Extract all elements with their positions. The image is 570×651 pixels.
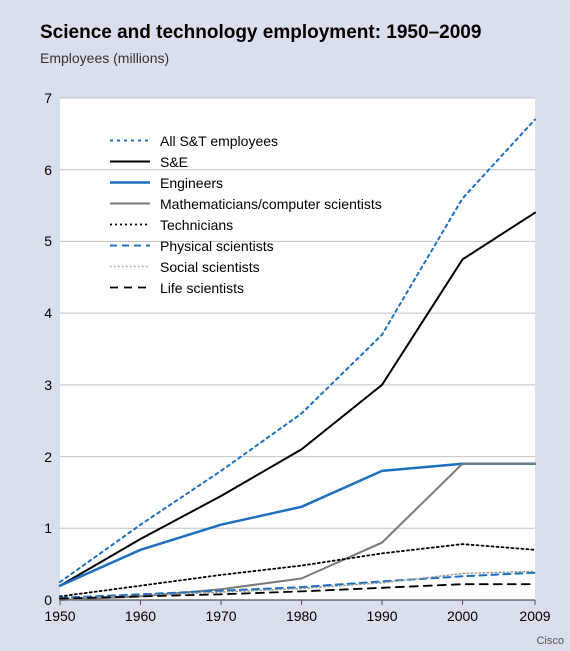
legend-label: S&E: [160, 154, 188, 170]
y-tick-label: 4: [30, 305, 52, 321]
y-tick-label: 6: [30, 162, 52, 178]
y-tick-label: 1: [30, 520, 52, 536]
x-tick-label: 1960: [125, 608, 156, 624]
legend-item: Physical scientists: [110, 235, 382, 256]
legend-item: Engineers: [110, 172, 382, 193]
y-tick-label: 3: [30, 377, 52, 393]
legend-label: Physical scientists: [160, 238, 274, 254]
legend: All S&T employees S&E Engineers Mathematici…: [110, 130, 382, 298]
legend-swatch: [110, 214, 150, 235]
legend-item: Mathematicians/computer scientists: [110, 193, 382, 214]
source-label: Cisco: [536, 635, 564, 647]
x-tick-label: 1990: [366, 608, 397, 624]
legend-swatch: [110, 235, 150, 256]
legend-swatch: [110, 256, 150, 277]
legend-label: Mathematicians/computer scientists: [160, 196, 382, 212]
series-line: [60, 573, 535, 598]
legend-swatch: [110, 193, 150, 214]
x-tick-label: 2009: [519, 608, 550, 624]
legend-item: Life scientists: [110, 277, 382, 298]
legend-item: Technicians: [110, 214, 382, 235]
x-tick-label: 2000: [447, 608, 478, 624]
legend-swatch: [110, 172, 150, 193]
x-tick-label: 1950: [44, 608, 75, 624]
y-tick-label: 7: [30, 90, 52, 106]
legend-item: Social scientists: [110, 256, 382, 277]
legend-label: Social scientists: [160, 259, 260, 275]
y-tick-label: 0: [30, 592, 52, 608]
legend-label: Engineers: [160, 175, 223, 191]
legend-label: All S&T employees: [160, 133, 278, 149]
x-tick-label: 1980: [286, 608, 317, 624]
legend-swatch: [110, 130, 150, 151]
legend-swatch: [110, 151, 150, 172]
y-tick-label: 2: [30, 449, 52, 465]
legend-label: Life scientists: [160, 280, 244, 296]
series-layer: [0, 0, 570, 651]
legend-label: Technicians: [160, 217, 233, 233]
legend-item: S&E: [110, 151, 382, 172]
x-tick-label: 1970: [205, 608, 236, 624]
legend-swatch: [110, 277, 150, 298]
y-tick-label: 5: [30, 233, 52, 249]
legend-item: All S&T employees: [110, 130, 382, 151]
series-line: [60, 464, 535, 586]
